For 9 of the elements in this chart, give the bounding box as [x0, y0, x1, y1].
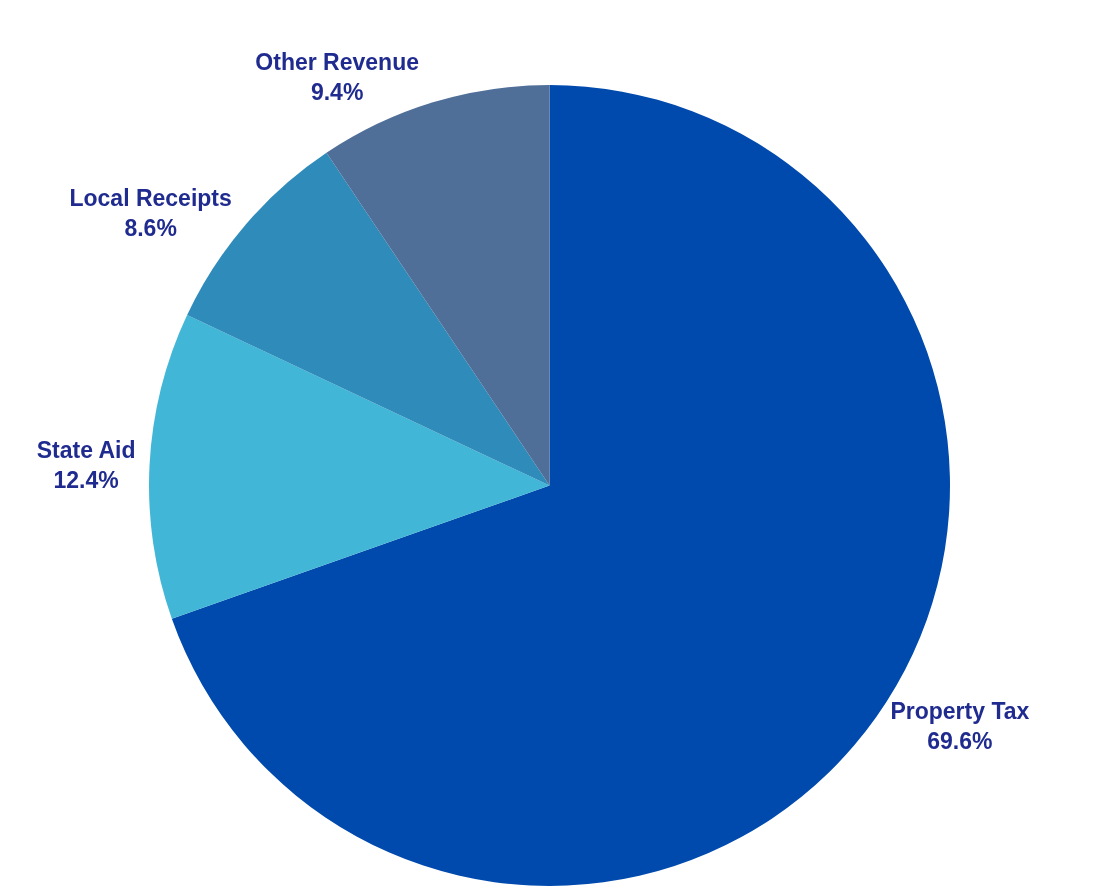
data-label: 69.6% [927, 728, 993, 755]
pie-slice [149, 314, 550, 619]
data-label: 12.4% [53, 467, 119, 494]
slice-label: Other Revenue [255, 48, 419, 75]
slice-label: Property Tax [890, 698, 1030, 725]
slice-label: Local Receipts [69, 184, 232, 211]
data-label: 9.4% [310, 78, 364, 105]
data-label: 8.6% [124, 214, 177, 241]
slice-label: State Aid [36, 437, 136, 464]
